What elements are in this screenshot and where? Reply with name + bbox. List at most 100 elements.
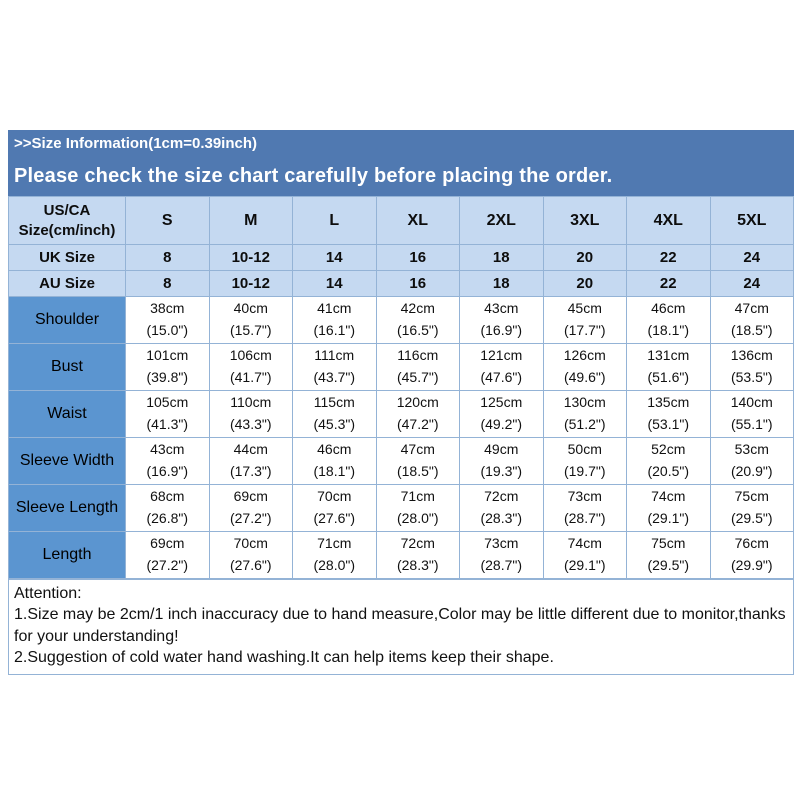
size-row: AU Size 8 10-12 14 16 18 20 22 24 [8,270,794,297]
measurement-cm: 47cm [734,300,769,317]
banner: >>Size Information(1cm=0.39inch) Please … [8,130,794,196]
measurement-cm: 106cm [229,347,272,364]
size-chart-table: US/CA Size(cm/inch) S M L XL 2XL 3XL 4XL 5XL UK… [8,196,794,579]
measurement-inch: (27.2") [146,557,189,573]
measurement-cm: 131cm [647,347,690,364]
measurement-cell: 73cm (28.7") [542,484,627,532]
measurement-cm: 52cm [651,441,686,458]
measurement-inch: (51.2") [563,416,606,432]
measurement-cm: 130cm [563,394,606,411]
measurement-cell: 50cm (19.7") [542,437,627,485]
size-column-header: 3XL [542,196,627,245]
row-label: Sleeve Length [8,484,126,532]
measurement-cell: 72cm (28.3") [459,484,544,532]
size-row: UK Size 8 10-12 14 16 18 20 22 24 [8,244,794,271]
measurement-row: Sleeve Length 68cm (26.8") 69cm (27.2") 70cm (… [8,484,794,532]
measurement-inch: (45.3") [313,416,356,432]
measurement-cm: 121cm [480,347,523,364]
size-value-cell: 22 [626,244,711,271]
measurement-cell: 135cm (53.1") [626,390,711,438]
measurement-cm: 69cm [150,535,185,552]
measurement-cell: 43cm (16.9") [459,296,544,344]
measurement-cell: 47cm (18.5") [375,437,460,485]
size-value-cell: 24 [709,244,794,271]
measurement-cm: 38cm [150,300,185,317]
measurement-cm: 73cm [567,488,602,505]
measurement-cell: 75cm (29.5") [709,484,794,532]
measurement-cm: 111cm [314,347,355,364]
measurement-cell: 38cm (15.0") [125,296,210,344]
measurement-inch: (18.1") [313,463,356,479]
measurement-cell: 74cm (29.1") [626,484,711,532]
measurement-inch: (41.7") [229,369,272,385]
measurement-cm: 75cm [651,535,686,552]
size-value-cell: 10-12 [208,244,293,271]
measurement-cm: 68cm [150,488,185,505]
size-value-cell: 16 [375,270,460,297]
measurement-cell: 49cm (19.3") [459,437,544,485]
measurement-cell: 140cm (55.1") [709,390,794,438]
measurement-inch: (17.7") [563,322,606,338]
measurement-cm: 46cm [651,300,686,317]
measurement-row: Bust 101cm (39.8") 106cm (41.7") 111cm (43.7")… [8,343,794,391]
row-label: UK Size [8,244,126,271]
measurement-cell: 76cm (29.9") [709,531,794,579]
size-value-cell: 16 [375,244,460,271]
measurement-inch: (28.3") [396,557,439,573]
measurement-cell: 126cm (49.6") [542,343,627,391]
measurement-cm: 71cm [317,535,352,552]
measurement-inch: (49.2") [480,416,523,432]
measurement-inch: (53.5") [730,369,773,385]
measurement-cm: 72cm [484,488,519,505]
size-value-cell: 8 [125,244,210,271]
measurement-inch: (51.6") [647,369,690,385]
size-column-header: L [292,196,377,245]
measurement-cell: 110cm (43.3") [208,390,293,438]
measurement-inch: (41.3") [146,416,189,432]
measurement-inch: (16.9") [146,463,189,479]
measurement-cm: 135cm [647,394,690,411]
measurement-cm: 46cm [317,441,352,458]
size-column-header: 2XL [459,196,544,245]
measurement-cell: 111cm (43.7") [292,343,377,391]
measurement-cm: 44cm [233,441,268,458]
measurement-inch: (28.0") [313,557,356,573]
size-table-body: UK Size 8 10-12 14 16 18 20 22 24 AU Size 8 10-12 14… [8,244,794,579]
measurement-inch: (19.7") [563,463,606,479]
measurement-cm: 125cm [480,394,523,411]
measurement-cell: 52cm (20.5") [626,437,711,485]
size-value-cell: 8 [125,270,210,297]
measurement-inch: (27.6") [229,557,272,573]
size-value-cell: 22 [626,270,711,297]
measurement-cm: 69cm [233,488,268,505]
measurement-cell: 73cm (28.7") [459,531,544,579]
measurement-cm: 115cm [313,394,355,411]
measurement-cm: 136cm [730,347,773,364]
measurement-inch: (45.7") [396,369,439,385]
size-value-cell: 18 [459,270,544,297]
measurement-row: Sleeve Width 43cm (16.9") 44cm (17.3") 46cm (1… [8,437,794,485]
corner-header-line1: US/CA [43,202,91,219]
measurement-cm: 42cm [400,300,435,317]
measurement-cell: 74cm (29.1") [542,531,627,579]
measurement-inch: (16.9") [480,322,523,338]
measurement-cell: 69cm (27.2") [208,484,293,532]
measurement-cm: 140cm [730,394,773,411]
measurement-cell: 125cm (49.2") [459,390,544,438]
measurement-cell: 101cm (39.8") [125,343,210,391]
measurement-cell: 121cm (47.6") [459,343,544,391]
attention-box: Attention: 1.Size may be 2cm/1 inch inac… [8,579,794,675]
size-column-header: 4XL [626,196,711,245]
size-value-cell: 20 [542,270,627,297]
size-value-cell: 10-12 [208,270,293,297]
size-column-header: S [125,196,210,245]
measurement-inch: (49.6") [563,369,606,385]
measurement-cm: 116cm [397,347,439,364]
row-label: Bust [8,343,126,391]
measurement-inch: (17.3") [229,463,272,479]
measurement-cm: 50cm [567,441,602,458]
size-column-header: M [208,196,293,245]
measurement-cell: 75cm (29.5") [626,531,711,579]
measurement-cell: 71cm (28.0") [375,484,460,532]
measurement-inch: (29.1") [563,557,606,573]
